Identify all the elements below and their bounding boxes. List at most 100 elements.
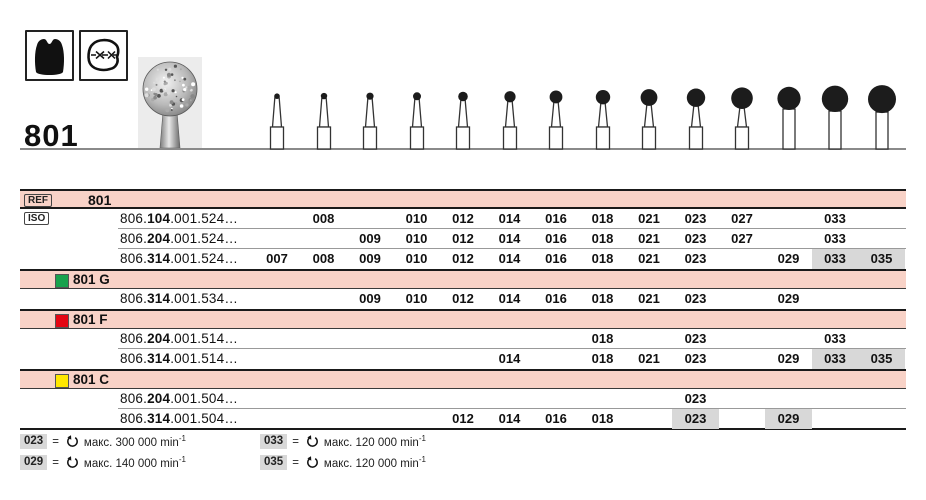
size-cell: 009 <box>359 251 381 266</box>
size-cell: 012 <box>452 231 474 246</box>
bur-pictogram-035 <box>867 85 896 150</box>
size-cell: 027 <box>731 231 753 246</box>
bur-pictogram-007 <box>269 93 285 150</box>
size-cell: 010 <box>405 291 428 306</box>
size-cell: 012 <box>452 411 474 426</box>
iso-code: 806.204.001.514… <box>120 331 239 346</box>
iso-code: 806.314.001.534… <box>120 291 239 306</box>
speed-text: макс. 120 000 min-1 <box>323 455 426 470</box>
size-cell: 035 <box>870 351 893 366</box>
size-cell: 007 <box>266 251 288 266</box>
ref-badge: REF <box>24 194 52 207</box>
legend-item: 029 = макс. 140 000 min-1 <box>20 454 260 471</box>
occlusal-surface-glyph <box>87 38 120 72</box>
iso-code: 806.204.001.504… <box>120 391 239 406</box>
size-cell: 021 <box>638 211 660 226</box>
size-cell: 008 <box>312 251 335 266</box>
size-cell: 023 <box>684 291 707 306</box>
size-cell: 018 <box>591 251 614 266</box>
size-cell: 021 <box>638 291 660 306</box>
size-cell: 012 <box>452 211 474 226</box>
size-cell: 033 <box>824 231 846 246</box>
size-cell: 018 <box>591 411 614 426</box>
bur-pictogram-033 <box>821 85 849 150</box>
speed-text: макс. 120 000 min-1 <box>323 434 426 449</box>
size-cell: 029 <box>777 351 800 366</box>
section-header-row: 801 C <box>20 369 906 389</box>
size-badge: 023 <box>20 434 48 449</box>
size-cell: 023 <box>684 391 707 406</box>
bur-pictogram-021 <box>640 89 658 150</box>
size-cell: 014 <box>498 211 521 226</box>
iso-row: 806.314.001.524… 007 008 009 010 012 014 016 018… <box>20 249 906 269</box>
section-header-row: 801 F <box>20 309 906 329</box>
row-separator <box>118 228 906 229</box>
legend-item: 033 = макс. 120 000 min-1 <box>260 433 426 450</box>
speed-limit-highlight <box>811 349 859 369</box>
size-cell: 008 <box>312 211 335 226</box>
iso-row: ISO 806.104.001.524… 008 010 012 014 016 018 021… <box>20 209 906 229</box>
iso-code: 806.204.001.524… <box>120 231 239 246</box>
speed-limit-highlight <box>858 249 905 269</box>
speed-text: макс. 300 000 min-1 <box>83 434 186 449</box>
iso-badge: ISO <box>24 212 50 225</box>
size-cell: 010 <box>405 211 428 226</box>
size-cell: 033 <box>824 351 846 366</box>
size-cell: 016 <box>545 251 567 266</box>
bur-pictogram-012 <box>455 91 471 150</box>
size-cell: 033 <box>824 211 846 226</box>
rotation-speed-icon <box>306 455 318 468</box>
bur-pictogram-008 <box>316 92 331 150</box>
size-badge: 029 <box>20 455 48 470</box>
bur-pictogram-014 <box>502 91 517 150</box>
section-header-label: 801 C <box>73 372 110 387</box>
size-cell: 012 <box>452 291 474 306</box>
size-cell: 018 <box>591 231 614 246</box>
size-cell: 023 <box>684 351 707 366</box>
size-table: REF 801 ISO 806.104.001.524… 008 010 012 014 01… <box>20 189 906 430</box>
crown-icon <box>25 30 74 81</box>
ref-row: REF 801 <box>20 189 906 209</box>
iso-code: 806.314.001.524… <box>120 251 239 266</box>
iso-row: 806.314.001.514… 014 018 021 023 029 033 035 <box>20 349 906 369</box>
size-cell: 033 <box>824 331 846 346</box>
iso-row: 806.314.001.534… 009 010 012 014 016 018 021 023… <box>20 289 906 309</box>
grit-color-swatch <box>55 314 69 328</box>
speed-limit-highlight <box>811 249 859 269</box>
size-cell: 018 <box>591 351 614 366</box>
section-header-row: 801 G <box>20 269 906 289</box>
bur-pictogram-027 <box>731 87 753 150</box>
row-separator <box>118 248 906 249</box>
size-cell: 033 <box>824 251 846 266</box>
row-separator <box>118 348 906 349</box>
bur-pictogram-016 <box>548 90 564 150</box>
section-header-label: 801 F <box>73 312 108 327</box>
row-separator <box>118 408 906 409</box>
rotation-speed-icon <box>306 434 318 447</box>
size-cell: 018 <box>591 211 614 226</box>
size-cell: 021 <box>638 251 660 266</box>
legend-item: 035 = макс. 120 000 min-1 <box>260 454 426 471</box>
size-cell: 023 <box>684 231 707 246</box>
size-cell: 023 <box>684 211 707 226</box>
size-cell: 009 <box>359 291 381 306</box>
grit-color-swatch <box>55 274 69 288</box>
size-cell: 014 <box>498 411 521 426</box>
iso-code: 806.104.001.524… <box>120 211 239 226</box>
size-cell: 023 <box>684 411 707 426</box>
size-cell: 029 <box>777 251 800 266</box>
size-cell: 035 <box>870 251 893 266</box>
iso-row: 806.204.001.524… 009 010 012 014 016 018 021 023… <box>20 229 906 249</box>
grit-color-swatch <box>55 374 69 388</box>
bur-pictogram-023 <box>686 88 705 150</box>
size-cell: 029 <box>777 291 800 306</box>
speed-limit-highlight <box>765 409 812 429</box>
size-cell: 027 <box>731 211 753 226</box>
size-badge: 035 <box>260 455 288 470</box>
bur-pictogram-029 <box>776 86 801 150</box>
iso-code: 806.314.001.514… <box>120 351 239 366</box>
speed-limit-highlight <box>672 409 719 429</box>
size-cell: 014 <box>498 231 521 246</box>
crown-icon-glyph <box>34 39 65 75</box>
